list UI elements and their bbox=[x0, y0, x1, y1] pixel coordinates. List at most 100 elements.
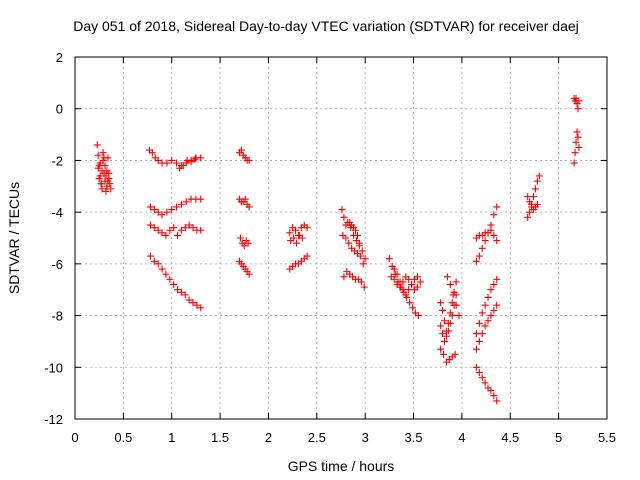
data-point bbox=[487, 226, 495, 234]
data-segment bbox=[287, 231, 306, 247]
data-point bbox=[174, 286, 182, 294]
x-tick-label: 4.5 bbox=[501, 430, 519, 445]
data-point bbox=[484, 317, 492, 325]
data-segment bbox=[524, 193, 541, 214]
data-point bbox=[478, 374, 486, 382]
data-point bbox=[105, 175, 113, 183]
data-point bbox=[191, 155, 199, 163]
y-tick-label: -12 bbox=[44, 412, 63, 427]
data-point bbox=[472, 363, 480, 371]
data-point bbox=[197, 154, 205, 162]
data-point bbox=[493, 397, 501, 405]
data-point bbox=[166, 275, 174, 283]
data-point bbox=[490, 211, 498, 219]
data-segment bbox=[146, 221, 205, 239]
data-point bbox=[158, 265, 166, 273]
data-point bbox=[402, 291, 410, 299]
data-point bbox=[355, 242, 363, 250]
x-tick-label: 2 bbox=[265, 430, 272, 445]
data-segment bbox=[93, 141, 115, 193]
data-point bbox=[526, 198, 534, 206]
data-point bbox=[475, 252, 483, 260]
data-point bbox=[101, 162, 109, 170]
data-point bbox=[150, 257, 158, 265]
data-point bbox=[535, 172, 543, 180]
data-point bbox=[490, 281, 498, 289]
data-point bbox=[245, 270, 253, 278]
data-segment bbox=[286, 252, 311, 273]
data-point bbox=[357, 278, 365, 286]
y-tick-label: -10 bbox=[44, 360, 63, 375]
data-point bbox=[347, 224, 355, 232]
data-point bbox=[104, 154, 112, 162]
data-point bbox=[575, 144, 583, 151]
data-point bbox=[408, 281, 416, 289]
data-segment bbox=[472, 363, 501, 405]
data-segment bbox=[235, 146, 253, 164]
data-point bbox=[245, 203, 253, 211]
chart-title: Day 051 of 2018, Sidereal Day-to-day VTE… bbox=[73, 18, 579, 34]
data-segment bbox=[472, 275, 501, 338]
data-point bbox=[472, 257, 480, 265]
data-point bbox=[481, 237, 489, 245]
axis-ticks: 0 0.5 1 1.5 2 2.5 3 3.5 4 4.5 5 5.5 2 0 -2 -4 -6 -8 -10 -12 bbox=[44, 50, 616, 445]
data-segment bbox=[339, 231, 367, 268]
data-point bbox=[345, 239, 353, 247]
data-point bbox=[292, 226, 300, 234]
data-segment bbox=[340, 268, 368, 291]
x-tick-label: 5.5 bbox=[598, 430, 616, 445]
data-point bbox=[413, 283, 421, 291]
data-point bbox=[475, 368, 483, 376]
data-point bbox=[245, 156, 253, 164]
data-segment bbox=[570, 94, 583, 113]
x-tick-label: 3 bbox=[362, 430, 369, 445]
data-point bbox=[106, 180, 114, 188]
data-point bbox=[177, 226, 185, 234]
data-point bbox=[478, 330, 486, 338]
data-point bbox=[96, 159, 104, 167]
data-point bbox=[446, 319, 454, 327]
data-point bbox=[571, 149, 579, 157]
data-segment bbox=[235, 257, 253, 278]
data-point bbox=[99, 149, 107, 157]
data-point bbox=[197, 195, 205, 203]
data-point bbox=[360, 283, 368, 291]
data-point bbox=[440, 317, 448, 325]
data-point bbox=[102, 187, 110, 195]
data-point bbox=[107, 185, 115, 193]
data-point bbox=[97, 180, 105, 188]
data-point bbox=[338, 206, 346, 214]
data-point bbox=[570, 159, 578, 167]
data-point bbox=[163, 159, 171, 167]
data-point bbox=[524, 213, 532, 221]
data-point bbox=[437, 299, 445, 307]
data-point bbox=[493, 301, 501, 309]
data-point bbox=[236, 234, 244, 242]
data-point bbox=[478, 309, 486, 317]
data-point bbox=[197, 304, 205, 312]
data-point bbox=[162, 231, 170, 239]
data-point bbox=[181, 224, 189, 232]
data-point bbox=[168, 156, 176, 164]
data-point bbox=[154, 260, 162, 268]
data-point bbox=[533, 200, 541, 208]
x-tick-label: 1.5 bbox=[211, 430, 229, 445]
data-point bbox=[531, 185, 539, 193]
data-segment bbox=[443, 273, 463, 320]
data-point bbox=[390, 275, 398, 283]
data-point bbox=[352, 237, 360, 245]
data-point bbox=[573, 128, 581, 136]
data-point bbox=[154, 226, 162, 234]
data-point bbox=[150, 224, 158, 232]
data-point bbox=[385, 255, 393, 263]
data-point bbox=[241, 195, 249, 203]
data-point bbox=[472, 345, 480, 353]
data-point bbox=[526, 208, 534, 216]
data-point bbox=[94, 164, 102, 172]
x-tick-label: 0.5 bbox=[114, 430, 132, 445]
data-point bbox=[173, 203, 181, 211]
data-point bbox=[340, 213, 348, 221]
data-segment bbox=[286, 221, 311, 239]
data-point bbox=[452, 278, 460, 286]
